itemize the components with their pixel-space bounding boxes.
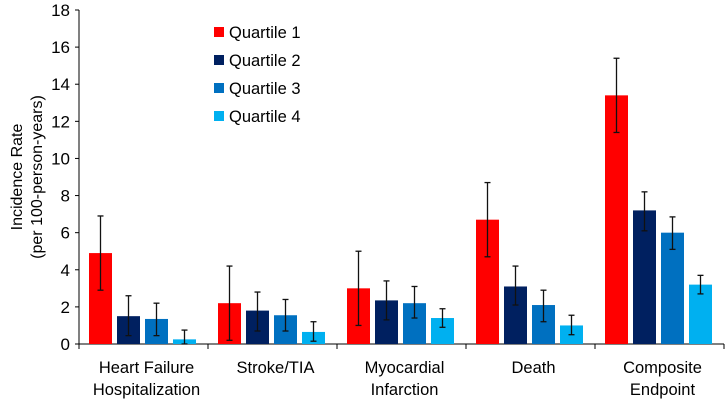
x-tick-label: Myocardial [365,359,445,377]
y-tick-label: 12 [51,112,70,131]
bar-quartile-2 [375,300,398,344]
y-tick-label: 18 [51,1,70,20]
x-tick-label: Hospitalization [93,381,200,399]
bar-quartile-4 [689,284,712,344]
bar-quartile-2 [633,210,656,344]
legend-swatch [214,83,224,93]
x-tick-label: Death [511,359,555,377]
legend-label: Quartile 4 [229,108,301,126]
y-tick-label: 2 [61,298,70,317]
bar-quartile-4 [431,318,454,344]
legend-swatch [214,55,224,65]
legend-swatch [214,111,224,121]
bar-quartile-1 [476,219,499,344]
bar-quartile-3 [661,232,684,344]
bar-quartile-2 [504,286,527,344]
legend-label: Quartile 3 [229,80,301,98]
bar-quartile-1 [89,253,112,344]
y-axis-label: (per 100-person-years) [29,95,46,259]
y-tick-label: 16 [51,38,70,57]
y-tick-label: 10 [51,149,70,168]
y-tick-label: 4 [61,261,70,280]
x-tick-label: Composite [623,359,702,377]
y-axis-label: Incidence Rate [9,124,26,231]
x-tick-label: Stroke/TIA [237,359,315,377]
bar-quartile-3 [403,303,426,344]
y-tick-label: 0 [61,335,70,354]
bar-quartile-1 [605,95,628,344]
x-tick-label: Endpoint [630,381,696,399]
legend-swatch [214,27,224,37]
y-tick-label: 14 [51,75,70,94]
y-tick-label: 8 [61,187,70,206]
legend-label: Quartile 2 [229,52,301,70]
x-tick-label: Infarction [371,381,439,399]
x-tick-label: Heart Failure [99,359,194,377]
y-tick-label: 6 [61,224,70,243]
legend-label: Quartile 1 [229,24,301,42]
bar-quartile-3 [532,305,555,344]
